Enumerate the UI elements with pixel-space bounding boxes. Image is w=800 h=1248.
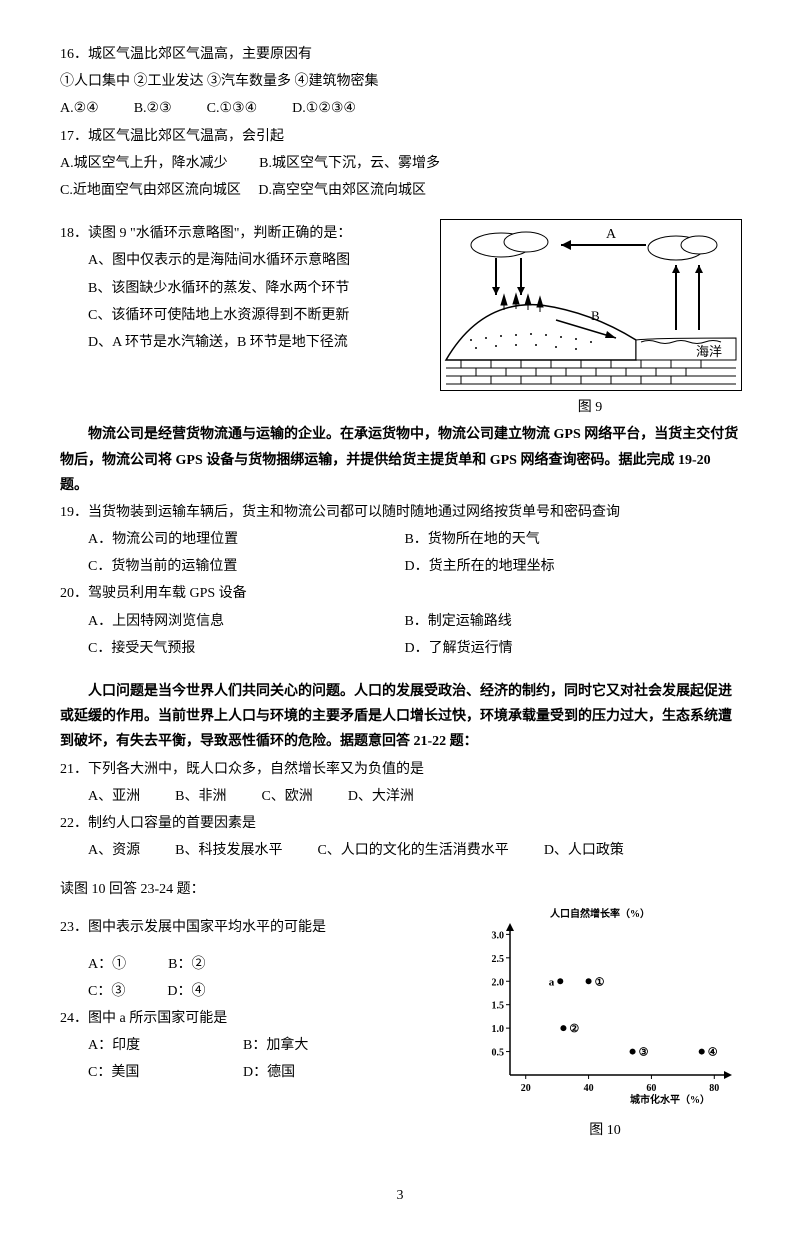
q23-opt-b: B：② [168, 952, 205, 977]
q23-row1: A：① B：② [60, 952, 460, 977]
q17-stem: 17．城区气温比郊区气温高，会引起 [60, 124, 740, 149]
q17-opt-a: A.城区空气上升，降水减少 [60, 156, 228, 171]
q24-opt-a: A：印度 [88, 1033, 208, 1058]
q22-opt-d: D、人口政策 [544, 838, 624, 863]
q22-opt-a: A、资源 [88, 838, 140, 863]
svg-text:②: ② [569, 1023, 579, 1035]
q21-opt-a: A、亚洲 [88, 784, 140, 809]
q21-opt-b: B、非洲 [175, 784, 226, 809]
q22-options: A、资源 B、科技发展水平 C、人口的文化的生活消费水平 D、人口政策 [60, 838, 740, 863]
q20-opt-b: B．制定运输路线 [404, 609, 717, 634]
q24-opt-c: C：美国 [88, 1060, 208, 1085]
q24-opt-b: B：加拿大 [243, 1033, 308, 1058]
q22-opt-c: C、人口的文化的生活消费水平 [317, 838, 508, 863]
figure-10-svg: 人口自然增长率（%） 0.5 1.0 1.5 2.0 2.5 3.0 20 40 60 80城市化水… [470, 905, 740, 1105]
q17-opt-c: C.近地面空气由郊区流向城区 [60, 183, 241, 198]
svg-text:2.0: 2.0 [492, 977, 505, 988]
q17-opt-b: B.城区空气下沉，云、雾增多 [259, 156, 440, 171]
passage-1: 物流公司是经营货物流通与运输的企业。在承运货物中，物流公司建立物流 GPS 网络… [60, 422, 740, 498]
q24-row2: C：美国 D：德国 [60, 1060, 460, 1085]
q16-opt-d: D.①②③④ [292, 96, 356, 121]
q19-row2: C．货物当前的运输位置 D．货主所在的地理坐标 [60, 554, 740, 579]
figure-10: 人口自然增长率（%） 0.5 1.0 1.5 2.0 2.5 3.0 20 40 60 80城市化水… [470, 905, 740, 1143]
figure-10-label: 图 10 [470, 1118, 740, 1143]
svg-text:20: 20 [521, 1083, 531, 1094]
q19-stem: 19．当货物装到运输车辆后，货主和物流公司都可以随时随地通过网络按货单号和密码查… [60, 500, 740, 525]
q23-opt-c: C：③ [88, 979, 125, 1004]
q22-opt-b: B、科技发展水平 [175, 838, 282, 863]
page-number: 3 [60, 1183, 740, 1208]
fig9-ocean-label: 海洋 [696, 344, 722, 359]
svg-text:1.5: 1.5 [492, 1000, 505, 1011]
q21-opt-d: D、大洋洲 [348, 784, 414, 809]
q17-opt-d: D.高空空气由郊区流向城区 [258, 183, 426, 198]
q16-opt-a: A.②④ [60, 96, 99, 121]
q23-opt-d: D：④ [167, 979, 205, 1004]
q20-stem: 20．驾驶员利用车载 GPS 设备 [60, 581, 740, 606]
svg-text:a: a [549, 976, 555, 988]
svg-text:0.5: 0.5 [492, 1047, 505, 1058]
svg-text:1.0: 1.0 [492, 1024, 505, 1035]
q19-opt-d: D．货主所在的地理坐标 [404, 554, 717, 579]
q16-opt-c: C.①③④ [207, 96, 258, 121]
passage-2: 人口问题是当今世界人们共同关心的问题。人口的发展受政治、经济的制约，同时它又对社… [60, 679, 740, 755]
q20-opt-a: A．上因特网浏览信息 [88, 609, 401, 634]
svg-text:3.0: 3.0 [492, 930, 505, 941]
svg-text:60: 60 [646, 1083, 656, 1094]
q16-stem: 16．城区气温比郊区气温高，主要原因有 [60, 42, 740, 67]
q21-stem: 21．下列各大洲中，既人口众多，自然增长率又为负值的是 [60, 757, 740, 782]
q20-opt-c: C．接受天气预报 [88, 636, 401, 661]
svg-text:人口自然增长率（%）: 人口自然增长率（%） [550, 907, 650, 920]
svg-text:40: 40 [584, 1083, 594, 1094]
svg-text:④: ④ [708, 1046, 718, 1058]
q24-row1: A：印度 B：加拿大 [60, 1033, 460, 1058]
q24-opt-d: D：德国 [243, 1060, 295, 1085]
q21-options: A、亚洲 B、非洲 C、欧洲 D、大洋洲 [60, 784, 740, 809]
section-3: 读图 10 回答 23-24 题： [60, 877, 740, 902]
figure-9-box: A B [440, 219, 742, 391]
figure-9: A B [440, 219, 740, 420]
q16-options: A.②④ B.②③ C.①③④ D.①②③④ [60, 96, 740, 121]
svg-text:①: ① [595, 976, 605, 988]
q20-opt-d: D．了解货运行情 [404, 636, 717, 661]
q19-opt-b: B．货物所在地的天气 [404, 527, 717, 552]
q21-opt-c: C、欧洲 [261, 784, 312, 809]
q23-row2: C：③ D：④ [60, 979, 460, 1004]
q22-stem: 22．制约人口容量的首要因素是 [60, 811, 740, 836]
svg-text:城市化水平（%）: 城市化水平（%） [630, 1093, 710, 1105]
q19-row1: A．物流公司的地理位置 B．货物所在地的天气 [60, 527, 740, 552]
figure-9-label: 图 9 [440, 395, 740, 420]
svg-text:80: 80 [709, 1083, 719, 1094]
q20-row2: C．接受天气预报 D．了解货运行情 [60, 636, 740, 661]
q17-row1: A.城区空气上升，降水减少 B.城区空气下沉，云、雾增多 [60, 151, 740, 176]
q23-opt-a: A：① [88, 952, 126, 977]
fig9-label-a: A [606, 227, 617, 242]
fig9-label-b: B [591, 308, 600, 323]
q19-opt-c: C．货物当前的运输位置 [88, 554, 401, 579]
q17-row2: C.近地面空气由郊区流向城区 D.高空空气由郊区流向城区 [60, 178, 740, 203]
svg-text:③: ③ [639, 1046, 649, 1058]
q20-row1: A．上因特网浏览信息 B．制定运输路线 [60, 609, 740, 634]
q16-opt-b: B.②③ [134, 96, 172, 121]
q19-opt-a: A．物流公司的地理位置 [88, 527, 401, 552]
svg-text:2.5: 2.5 [492, 953, 505, 964]
q16-factors: ①人口集中 ②工业发达 ③汽车数量多 ④建筑物密集 [60, 69, 740, 94]
